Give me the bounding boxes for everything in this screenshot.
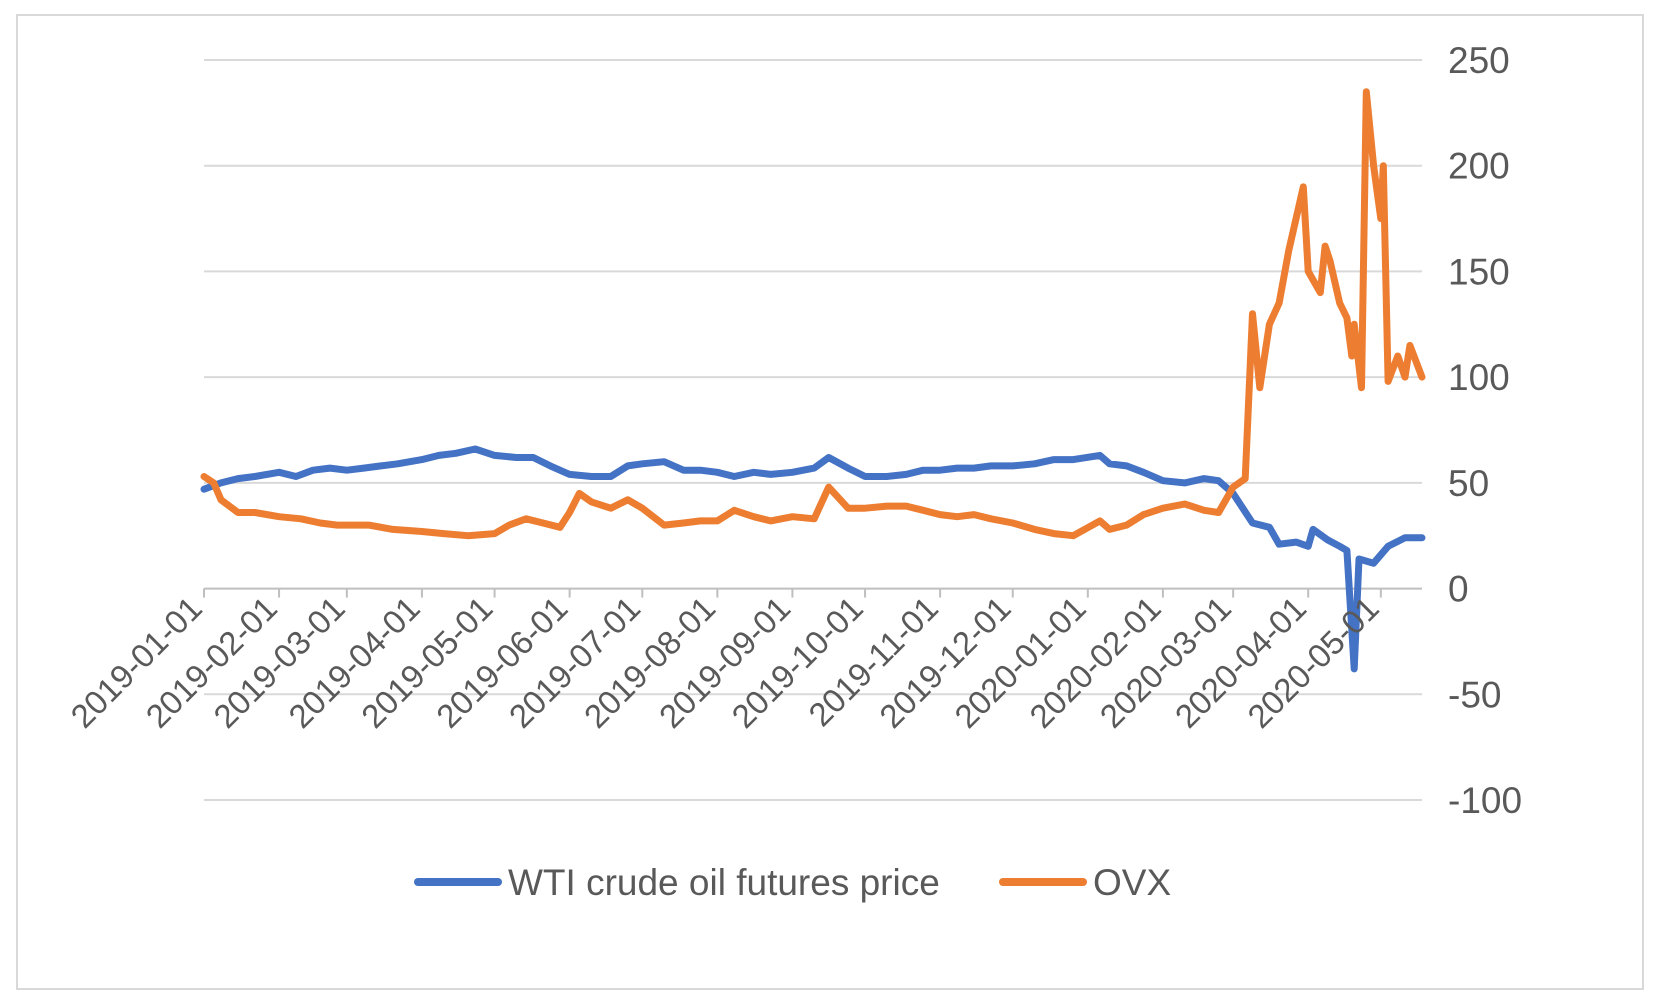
y-tick-label: 50	[1448, 463, 1489, 504]
y-tick-label: 100	[1448, 357, 1510, 398]
chart-svg: 250 200 150 100 50 0 -50 -100 2019-01-012019-02…	[63, 40, 1522, 903]
y-tick-label: 250	[1448, 40, 1510, 81]
legend: WTI crude oil futures price OVX	[414, 862, 1171, 903]
series-layer	[200, 88, 1426, 673]
y-tick-label: 200	[1448, 146, 1510, 187]
y-tick-label: -50	[1448, 674, 1501, 715]
chart-frame: 250 200 150 100 50 0 -50 -100 2019-01-01 2019-02…	[16, 14, 1644, 990]
grid-layer	[204, 59, 1422, 801]
x-axis	[203, 587, 1422, 598]
y-axis-ticks: 250 200 150 100 50 0 -50 -100	[1448, 40, 1522, 821]
x-axis-ticks: 2019-01-012019-02-012019-03-012019-04-01…	[63, 589, 1385, 735]
series-line-ovx	[200, 88, 1426, 540]
series-line-wti	[200, 445, 1426, 673]
legend-label: WTI crude oil futures price	[508, 862, 940, 903]
y-tick-label: -100	[1448, 780, 1522, 821]
y-tick-label: 0	[1448, 569, 1469, 610]
legend-label: OVX	[1093, 862, 1171, 903]
y-tick-label: 150	[1448, 251, 1510, 292]
